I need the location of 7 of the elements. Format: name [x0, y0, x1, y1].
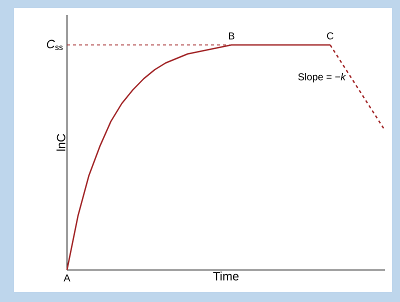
- text: C: [327, 32, 334, 40]
- text: B: [228, 32, 234, 40]
- ref-line-label: C$_{ss}$: [46, 40, 63, 50]
- annotation: Slope = −k: [298, 73, 346, 82]
- y-axis-title: lnC: [56, 134, 66, 151]
- x-axis-title: Time: [213, 272, 239, 280]
- text: A: [64, 274, 70, 282]
